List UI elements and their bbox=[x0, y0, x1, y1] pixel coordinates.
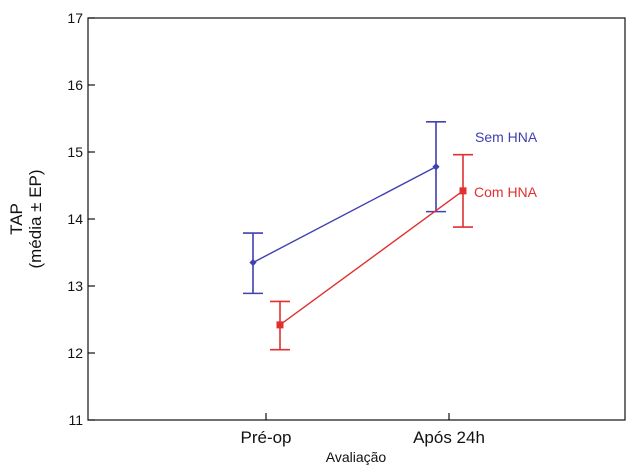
y-tick-label: 15 bbox=[67, 144, 83, 160]
plot-frame bbox=[87, 17, 626, 421]
y-tick-label: 14 bbox=[67, 211, 83, 227]
series-label: Com HNA bbox=[474, 184, 538, 200]
series-line bbox=[252, 166, 437, 264]
data-point bbox=[459, 187, 467, 195]
series-line bbox=[279, 190, 464, 326]
data-point bbox=[276, 321, 284, 329]
y-tick-label: 17 bbox=[67, 10, 83, 26]
y-tick-label: 13 bbox=[67, 278, 83, 294]
y-axis: 11 12 13 14 15 16 17 bbox=[67, 10, 95, 428]
series-1: Com HNA bbox=[270, 153, 538, 351]
x-tick-label: Após 24h bbox=[413, 428, 485, 447]
x-axis-title: Avaliação bbox=[326, 449, 387, 465]
series-0: Sem HNA bbox=[243, 121, 538, 295]
x-tick-label: Pré-op bbox=[240, 428, 291, 447]
y-axis-subtitle: (média ± EP) bbox=[26, 169, 45, 268]
x-axis: Pré-op Após 24h bbox=[240, 413, 485, 447]
y-tick-label: 12 bbox=[67, 345, 83, 361]
y-tick-label: 11 bbox=[68, 412, 83, 428]
data-point bbox=[432, 163, 440, 171]
series-layer: Sem HNA Com HNA bbox=[243, 121, 538, 351]
data-point bbox=[249, 258, 257, 267]
y-axis-title: TAP bbox=[7, 203, 26, 235]
series-label: Sem HNA bbox=[475, 129, 538, 145]
y-tick-label: 16 bbox=[67, 77, 83, 93]
